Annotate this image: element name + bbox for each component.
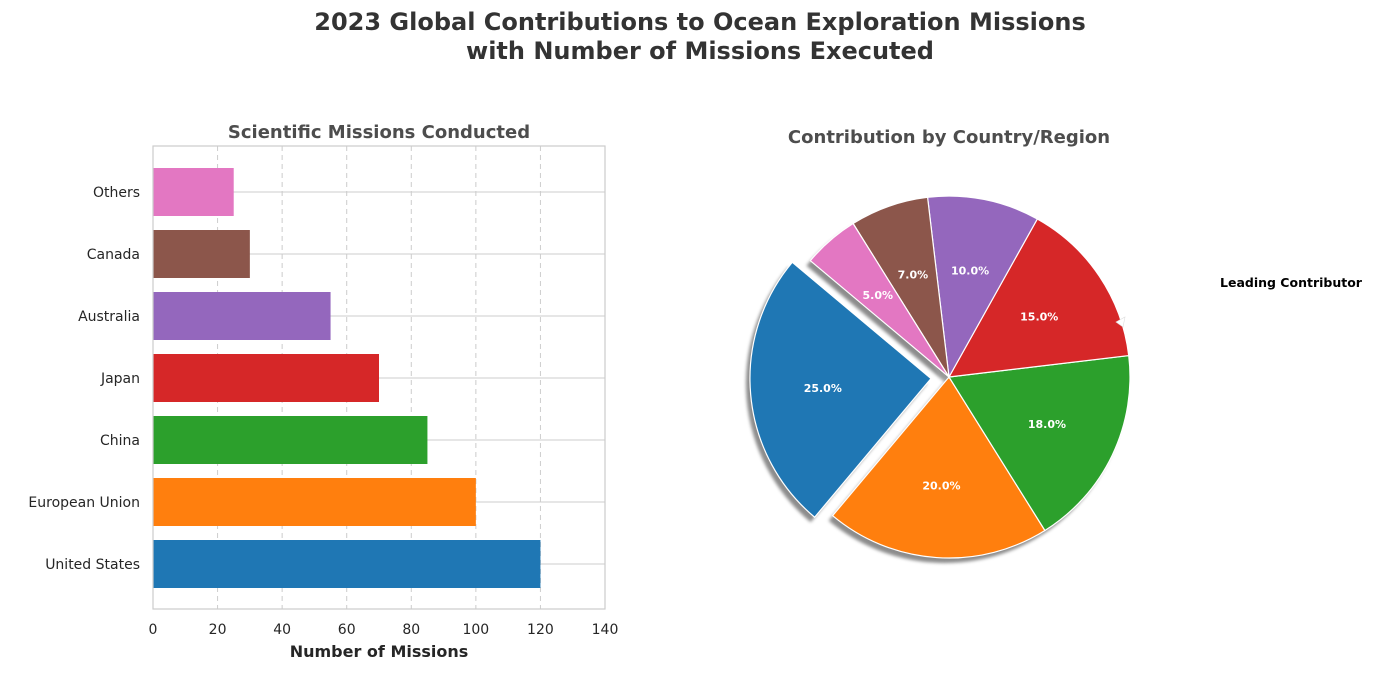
- x-tick-label: 20: [209, 622, 227, 638]
- slice-united-states: [749, 261, 932, 519]
- percent-label-china: 18.0%: [1028, 418, 1066, 431]
- slice-japan: [947, 218, 1130, 378]
- percent-label-united-states: 25.0%: [804, 382, 842, 395]
- pie-chart-percent-labels: 25.0% 20.0% 18.0% 15.0% 10.0% 7.0% 5.0%: [804, 264, 1066, 492]
- bar-chart-bars: [153, 168, 541, 588]
- bar-united-states: [153, 540, 541, 588]
- category-label-australia: Australia: [78, 309, 140, 325]
- bar-chart-x-tick-labels: 0 20 40 60 80 100 120 140: [149, 622, 619, 638]
- bar-european-union: [153, 478, 476, 526]
- bar-canada: [153, 230, 250, 278]
- slice-australia: [926, 195, 1039, 379]
- x-tick-label: 0: [149, 622, 158, 638]
- annotation-arrow: [1115, 316, 1126, 328]
- percent-label-japan: 15.0%: [1020, 311, 1058, 324]
- category-label-china: China: [100, 433, 140, 449]
- bar-japan: [153, 354, 379, 402]
- x-tick-label: 40: [273, 622, 291, 638]
- pie-chart: Contribution by Country/Region 25.0% 20.0…: [745, 127, 1363, 564]
- main-title-line-1: 2023 Global Contributions to Ocean Explo…: [314, 8, 1086, 36]
- slice-china: [947, 354, 1131, 532]
- percent-label-canada: 7.0%: [898, 269, 929, 282]
- category-label-european-union: European Union: [28, 495, 140, 511]
- bar-chart-x-axis-title: Number of Missions: [290, 642, 469, 661]
- x-tick-label: 120: [527, 622, 554, 638]
- category-label-united-states: United States: [45, 557, 140, 573]
- x-tick-label: 60: [338, 622, 356, 638]
- bar-chart-frame: [152, 145, 606, 610]
- bar-others: [153, 168, 234, 216]
- x-tick-label: 80: [402, 622, 420, 638]
- bar-chart-category-labels: United States European Union China Japan Aus…: [28, 185, 140, 573]
- pie-chart-slices: [749, 195, 1131, 559]
- category-label-others: Others: [93, 185, 140, 201]
- category-label-canada: Canada: [87, 247, 140, 263]
- percent-label-australia: 10.0%: [951, 264, 989, 277]
- pie-chart-title: Contribution by Country/Region: [788, 127, 1110, 148]
- x-tick-label: 140: [592, 622, 619, 638]
- bar-australia: [153, 292, 331, 340]
- bar-chart-title: Scientific Missions Conducted: [228, 122, 530, 143]
- category-label-japan: Japan: [100, 371, 140, 387]
- percent-label-others: 5.0%: [862, 289, 893, 302]
- slice-european-union: [831, 375, 1046, 559]
- x-tick-label: 100: [462, 622, 489, 638]
- main-title: 2023 Global Contributions to Ocean Explo…: [0, 8, 1400, 66]
- percent-label-european-union: 20.0%: [922, 479, 960, 492]
- bar-china: [153, 416, 428, 464]
- leading-contributor-annotation: Leading Contributor: [1220, 275, 1363, 290]
- bar-chart: Scientific Missions Conducted United Sta…: [28, 122, 618, 661]
- main-title-line-2: with Number of Missions Executed: [466, 37, 934, 65]
- slice-others: [809, 222, 950, 378]
